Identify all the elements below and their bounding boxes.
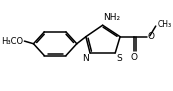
Text: N: N — [83, 54, 89, 63]
Text: S: S — [116, 54, 122, 63]
Text: NH₂: NH₂ — [103, 13, 120, 22]
Text: O: O — [148, 32, 155, 41]
Text: CH₃: CH₃ — [157, 20, 172, 29]
Text: O: O — [131, 53, 138, 62]
Text: H₃CO: H₃CO — [2, 37, 24, 46]
